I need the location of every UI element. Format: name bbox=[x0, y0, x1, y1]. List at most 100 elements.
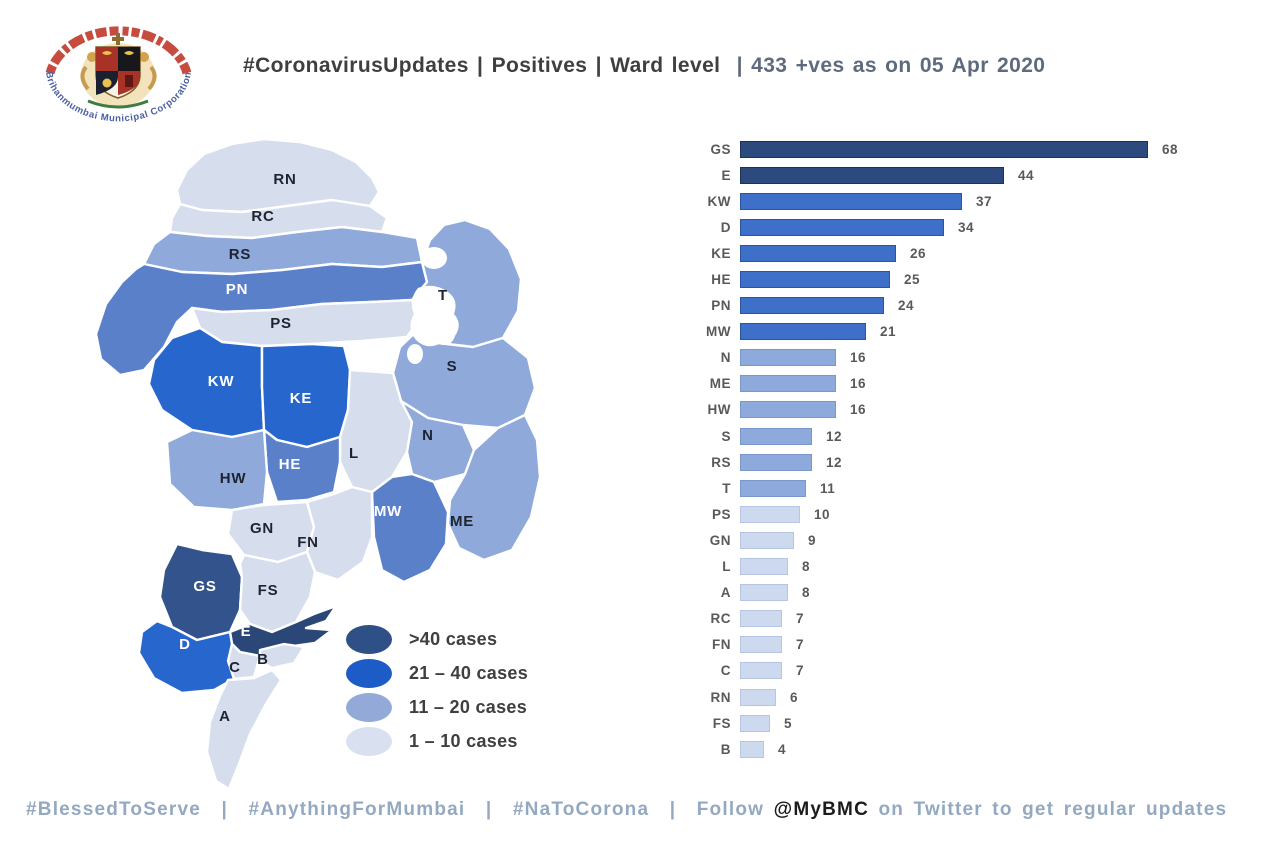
chart-row: GN 9 bbox=[693, 527, 1193, 553]
bar-value-label: 68 bbox=[1162, 141, 1179, 157]
bar-category-label: HE bbox=[711, 272, 731, 288]
bar-T bbox=[740, 479, 806, 497]
lake-large bbox=[410, 285, 459, 347]
ward-label: HE bbox=[279, 456, 301, 473]
legend-swatch-gt40 bbox=[346, 624, 392, 654]
bar-category-label: MW bbox=[706, 324, 731, 340]
bar-category-label: GS bbox=[710, 141, 731, 157]
bar-category-label: RC bbox=[710, 611, 731, 627]
bar-value-label: 37 bbox=[976, 193, 993, 209]
legend-row: 21 – 40 cases bbox=[346, 656, 528, 690]
bar-value-label: 12 bbox=[826, 428, 843, 444]
bar-GN bbox=[740, 531, 794, 549]
bmc-crest bbox=[80, 33, 157, 109]
ward-label: L bbox=[349, 445, 359, 462]
bar-RC bbox=[740, 610, 782, 628]
chart-row: GS 68 bbox=[693, 136, 1193, 162]
ward-label: E bbox=[241, 623, 252, 640]
title-count-date: | 433 +ves as on 05 Apr 2020 bbox=[736, 54, 1046, 77]
bmc-logo: Brihanmumbai Municipal Corporation bbox=[43, 26, 193, 124]
chart-row: FS 5 bbox=[693, 710, 1193, 736]
ward-label: GS bbox=[193, 578, 216, 595]
bar-category-label: PN bbox=[711, 298, 731, 314]
footer-hashtag: #BlessedToServe bbox=[26, 799, 202, 820]
bar-B bbox=[740, 740, 764, 758]
ward-label: RC bbox=[251, 208, 274, 225]
bar-A bbox=[740, 584, 788, 602]
bar-value-label: 24 bbox=[898, 298, 915, 314]
bar-value-label: 16 bbox=[850, 402, 867, 418]
chart-row: PN 24 bbox=[693, 293, 1193, 319]
bar-category-label: KE bbox=[711, 245, 731, 261]
bar-value-label: 8 bbox=[802, 559, 811, 575]
bar-value-label: 16 bbox=[850, 350, 867, 366]
ward-label: PN bbox=[226, 281, 248, 298]
ward-label: HW bbox=[220, 470, 247, 487]
ward-label: D bbox=[179, 636, 191, 653]
bar-E bbox=[740, 166, 1004, 184]
bar-value-label: 6 bbox=[790, 689, 799, 705]
chart-row: RS 12 bbox=[693, 449, 1193, 475]
chart-row: KE 26 bbox=[693, 240, 1193, 266]
bar-value-label: 4 bbox=[778, 741, 787, 757]
legend-label: 11 – 20 cases bbox=[409, 696, 528, 717]
footer-follow-suffix: on Twitter to get regular updates bbox=[878, 799, 1228, 820]
bar-category-label: ME bbox=[709, 376, 731, 392]
ward-label: T bbox=[438, 287, 448, 304]
lake-tiny bbox=[407, 344, 423, 364]
bar-L bbox=[740, 558, 788, 576]
bar-value-label: 12 bbox=[826, 454, 843, 470]
chart-row: S 12 bbox=[693, 423, 1193, 449]
bar-GS bbox=[740, 140, 1148, 158]
ward-FN bbox=[305, 485, 374, 582]
bar-category-label: HW bbox=[707, 402, 731, 418]
ward-KW bbox=[147, 326, 266, 439]
bar-value-label: 16 bbox=[850, 376, 867, 392]
ward-N bbox=[399, 399, 476, 484]
ward-HW bbox=[165, 428, 269, 512]
bar-value-label: 10 bbox=[814, 506, 831, 522]
bar-value-label: 5 bbox=[784, 715, 793, 731]
bar-value-label: 34 bbox=[958, 219, 975, 235]
bar-C bbox=[740, 662, 782, 680]
devanagari-motto-arc bbox=[45, 26, 192, 75]
ward-label: PS bbox=[270, 315, 292, 332]
bar-category-label: PS bbox=[711, 506, 731, 522]
bar-RN bbox=[740, 688, 776, 706]
bar-category-label: T bbox=[722, 480, 731, 496]
bar-value-label: 25 bbox=[904, 272, 921, 288]
ward-HE bbox=[262, 428, 342, 504]
bar-category-label: FS bbox=[712, 715, 731, 731]
ward-cases-bar-chart: GS 68 E 44 KW 37 D 34 KE 26 HE 25 PN 24 MW 21 N 16 ME 16 HW 1… bbox=[693, 136, 1193, 762]
footer-separator: | bbox=[221, 799, 229, 820]
legend-label: 21 – 40 cases bbox=[409, 662, 529, 683]
ward-label: FN bbox=[297, 534, 319, 551]
bar-category-label: FN bbox=[712, 637, 731, 653]
bar-HW bbox=[740, 401, 836, 419]
bar-category-label: L bbox=[722, 559, 731, 575]
bar-category-label: GN bbox=[709, 532, 731, 548]
page-title: #CoronavirusUpdates | Positives | Ward l… bbox=[243, 54, 1253, 78]
bar-N bbox=[740, 349, 836, 367]
bar-value-label: 7 bbox=[796, 637, 805, 653]
chart-row: E 44 bbox=[693, 162, 1193, 188]
twitter-handle: @MyBMC bbox=[773, 799, 869, 820]
footer: #BlessedToServe | #AnythingForMumbai | #… bbox=[26, 799, 1266, 821]
map-legend: >40 cases 21 – 40 cases 11 – 20 cases 1 … bbox=[346, 622, 528, 758]
ward-label: S bbox=[447, 358, 458, 375]
legend-row: >40 cases bbox=[346, 622, 528, 656]
bar-category-label: E bbox=[721, 167, 731, 183]
bar-KE bbox=[740, 244, 896, 262]
bar-HE bbox=[740, 271, 890, 289]
bar-category-label: C bbox=[720, 663, 731, 679]
bar-category-label: D bbox=[720, 219, 731, 235]
bar-value-label: 11 bbox=[820, 480, 836, 496]
bar-KW bbox=[740, 192, 962, 210]
footer-separator: | bbox=[485, 799, 493, 820]
bar-category-label: A bbox=[720, 585, 731, 601]
chart-row: FN 7 bbox=[693, 632, 1193, 658]
bar-category-label: RS bbox=[711, 454, 731, 470]
